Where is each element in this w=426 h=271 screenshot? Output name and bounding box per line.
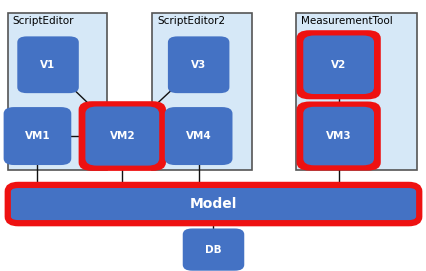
- FancyBboxPatch shape: [296, 30, 380, 99]
- Text: V1: V1: [40, 60, 55, 70]
- FancyBboxPatch shape: [3, 107, 71, 165]
- Text: VM2: VM2: [109, 131, 135, 141]
- FancyBboxPatch shape: [78, 101, 166, 171]
- Text: ScriptEditor2: ScriptEditor2: [157, 16, 225, 26]
- Text: DB: DB: [205, 245, 221, 254]
- Text: V2: V2: [330, 60, 345, 70]
- FancyBboxPatch shape: [182, 228, 244, 271]
- Text: ScriptEditor: ScriptEditor: [13, 16, 74, 26]
- FancyBboxPatch shape: [8, 185, 418, 223]
- FancyBboxPatch shape: [85, 107, 159, 166]
- FancyBboxPatch shape: [296, 13, 416, 170]
- FancyBboxPatch shape: [152, 13, 251, 170]
- FancyBboxPatch shape: [167, 36, 229, 93]
- FancyBboxPatch shape: [302, 36, 373, 94]
- FancyBboxPatch shape: [296, 102, 380, 171]
- Text: VM4: VM4: [185, 131, 211, 141]
- FancyBboxPatch shape: [164, 107, 232, 165]
- Text: Model: Model: [190, 197, 236, 211]
- FancyBboxPatch shape: [302, 107, 373, 165]
- Text: V3: V3: [190, 60, 206, 70]
- Text: VM1: VM1: [25, 131, 50, 141]
- FancyBboxPatch shape: [8, 13, 107, 170]
- Text: VM3: VM3: [325, 131, 351, 141]
- Text: MeasurementTool: MeasurementTool: [301, 16, 392, 26]
- FancyBboxPatch shape: [17, 36, 79, 93]
